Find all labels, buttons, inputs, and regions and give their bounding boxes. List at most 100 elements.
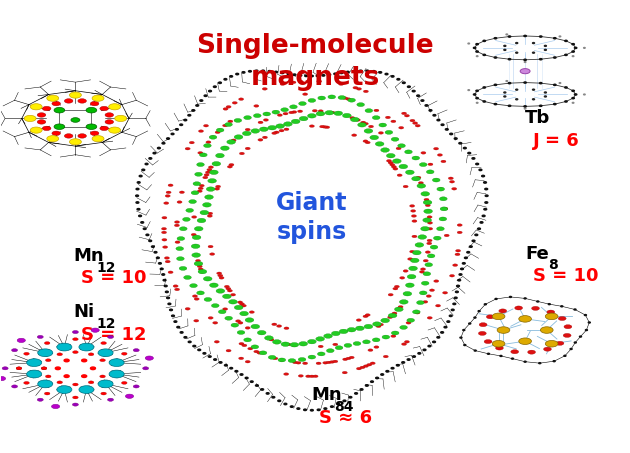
Ellipse shape <box>222 294 231 299</box>
Ellipse shape <box>108 127 120 133</box>
Ellipse shape <box>413 310 420 314</box>
Ellipse shape <box>223 108 228 110</box>
Ellipse shape <box>506 34 508 35</box>
Ellipse shape <box>162 274 164 275</box>
Ellipse shape <box>469 323 471 324</box>
Ellipse shape <box>457 224 462 226</box>
Ellipse shape <box>412 156 420 160</box>
Ellipse shape <box>139 175 142 177</box>
Ellipse shape <box>433 236 441 240</box>
Ellipse shape <box>297 408 300 410</box>
Ellipse shape <box>57 381 62 384</box>
Ellipse shape <box>352 134 357 136</box>
Ellipse shape <box>410 119 415 122</box>
Ellipse shape <box>0 376 6 381</box>
Ellipse shape <box>427 170 434 174</box>
Ellipse shape <box>518 338 532 344</box>
Ellipse shape <box>299 101 306 106</box>
Ellipse shape <box>367 363 372 366</box>
Ellipse shape <box>468 152 471 154</box>
Ellipse shape <box>262 136 268 139</box>
Ellipse shape <box>427 239 432 242</box>
Ellipse shape <box>385 73 388 75</box>
Ellipse shape <box>215 131 220 134</box>
Ellipse shape <box>483 40 486 42</box>
Ellipse shape <box>279 359 284 361</box>
Ellipse shape <box>415 125 420 127</box>
Ellipse shape <box>109 359 124 366</box>
Ellipse shape <box>564 40 567 42</box>
Ellipse shape <box>346 98 351 101</box>
Ellipse shape <box>263 119 268 121</box>
Ellipse shape <box>386 371 389 372</box>
Text: S = 12: S = 12 <box>81 326 147 343</box>
Ellipse shape <box>476 97 478 99</box>
Ellipse shape <box>331 406 333 407</box>
Ellipse shape <box>254 350 259 353</box>
Ellipse shape <box>458 280 461 281</box>
Ellipse shape <box>455 253 460 255</box>
Ellipse shape <box>363 340 370 344</box>
Ellipse shape <box>177 201 182 203</box>
Ellipse shape <box>261 389 263 390</box>
Ellipse shape <box>554 103 556 105</box>
Ellipse shape <box>399 126 404 129</box>
Ellipse shape <box>366 70 369 72</box>
Ellipse shape <box>207 169 212 171</box>
Ellipse shape <box>478 311 480 312</box>
Ellipse shape <box>207 215 212 217</box>
Ellipse shape <box>428 345 431 347</box>
Ellipse shape <box>524 361 526 362</box>
Ellipse shape <box>149 158 152 159</box>
Ellipse shape <box>284 327 289 329</box>
Ellipse shape <box>484 340 492 344</box>
Text: Mn: Mn <box>312 386 343 405</box>
Ellipse shape <box>428 163 433 166</box>
Ellipse shape <box>17 338 25 342</box>
Ellipse shape <box>192 245 197 248</box>
Ellipse shape <box>41 367 47 370</box>
Ellipse shape <box>482 215 485 217</box>
Ellipse shape <box>90 101 99 106</box>
Ellipse shape <box>100 359 105 361</box>
Ellipse shape <box>281 342 290 347</box>
Ellipse shape <box>254 105 259 107</box>
Ellipse shape <box>69 92 81 98</box>
Ellipse shape <box>309 125 314 127</box>
Ellipse shape <box>24 381 30 384</box>
Ellipse shape <box>16 367 22 370</box>
Ellipse shape <box>328 74 331 76</box>
Ellipse shape <box>11 385 18 388</box>
Ellipse shape <box>338 83 344 86</box>
Ellipse shape <box>214 86 216 87</box>
Ellipse shape <box>203 276 212 281</box>
Ellipse shape <box>492 341 505 347</box>
Ellipse shape <box>41 367 47 370</box>
Ellipse shape <box>268 355 276 359</box>
Ellipse shape <box>302 362 307 365</box>
Ellipse shape <box>274 131 279 134</box>
Ellipse shape <box>177 327 180 328</box>
Ellipse shape <box>69 139 81 145</box>
Ellipse shape <box>416 301 424 304</box>
Ellipse shape <box>402 361 404 363</box>
Ellipse shape <box>421 226 430 231</box>
Ellipse shape <box>343 358 348 361</box>
Ellipse shape <box>137 182 140 183</box>
Ellipse shape <box>137 208 140 210</box>
Ellipse shape <box>193 345 196 347</box>
Ellipse shape <box>343 97 348 100</box>
Ellipse shape <box>515 306 523 310</box>
Ellipse shape <box>450 133 452 135</box>
Ellipse shape <box>272 110 280 114</box>
Ellipse shape <box>391 120 396 123</box>
Ellipse shape <box>216 128 224 132</box>
Ellipse shape <box>412 235 417 238</box>
Ellipse shape <box>420 184 425 187</box>
Ellipse shape <box>278 358 286 362</box>
Ellipse shape <box>410 205 415 207</box>
Ellipse shape <box>437 187 445 191</box>
Ellipse shape <box>258 139 263 141</box>
Ellipse shape <box>360 121 366 124</box>
Ellipse shape <box>348 98 355 102</box>
